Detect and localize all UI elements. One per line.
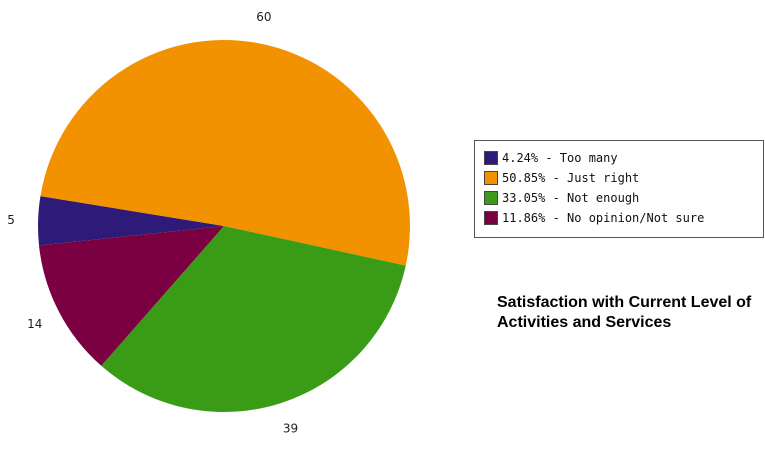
chart-title: Satisfaction with Current Level of Activ… [497, 294, 752, 331]
legend-swatch-no-opinion [484, 211, 498, 225]
pie-slice-not-enough [101, 226, 406, 413]
legend-label-too-many: 4.24% - Too many [502, 151, 618, 165]
legend-swatch-not-enough [484, 191, 498, 205]
pie-slices [37, 39, 410, 413]
pie-value-label-just-right: 60 [256, 10, 271, 24]
pie-slice-too-many [37, 196, 224, 246]
legend-swatch-too-many [484, 151, 498, 165]
chart-legend: 4.24% - Too many 50.85% - Just right 33.… [474, 140, 764, 238]
legend-swatch-just-right [484, 171, 498, 185]
pie-value-label-not-enough: 39 [283, 421, 298, 435]
legend-label-no-opinion: 11.86% - No opinion/Not sure [502, 211, 705, 225]
pie-value-label-no-opinion-not-sure: 14 [27, 317, 42, 331]
legend-label-not-enough: 33.05% - Not enough [502, 191, 640, 205]
pie-value-label-too-many: 5 [7, 213, 15, 227]
legend-item-no-opinion: 11.86% - No opinion/Not sure [484, 208, 763, 228]
legend-item-too-many: 4.24% - Too many [484, 148, 763, 168]
legend-item-not-enough: 33.05% - Not enough [484, 188, 763, 208]
legend-label-just-right: 50.85% - Just right [502, 171, 640, 185]
legend-item-just-right: 50.85% - Just right [484, 168, 763, 188]
pie-slice-just-right [40, 39, 410, 266]
pie-value-labels: 5 60 39 14 [7, 10, 298, 436]
pie-slice-no-opinion-not-sure [39, 226, 225, 366]
